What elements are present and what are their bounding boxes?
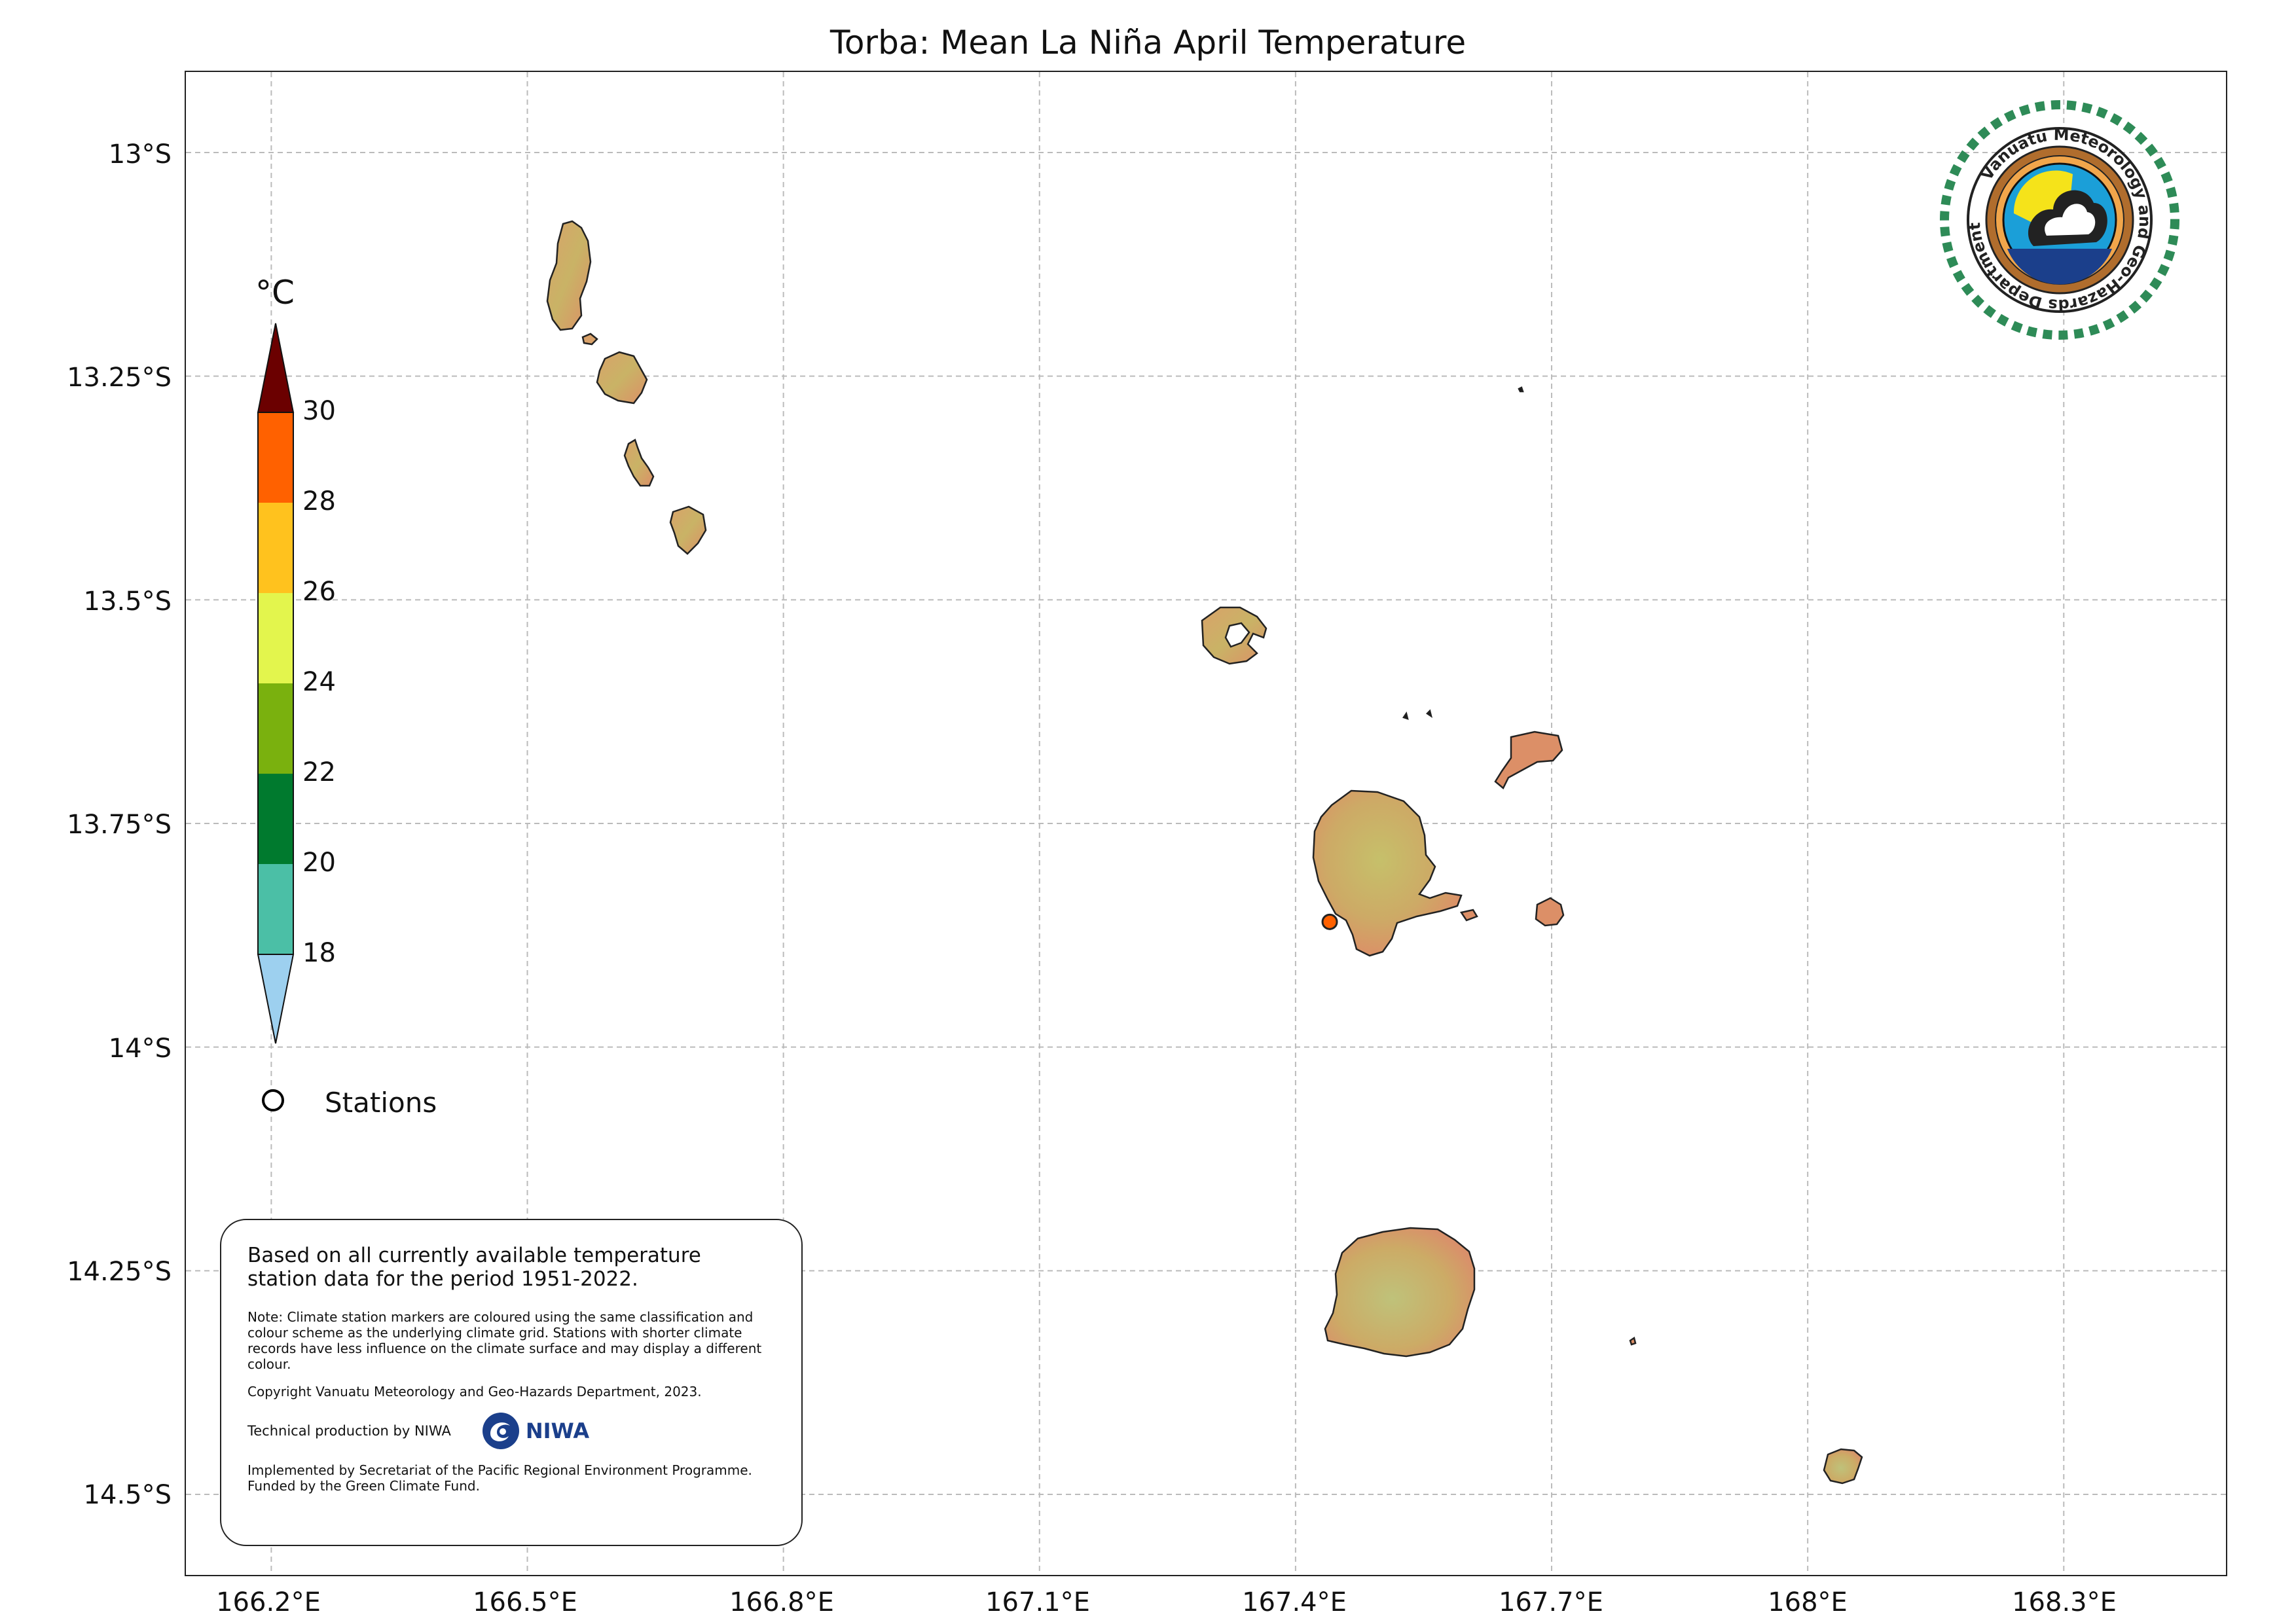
logo-water — [2007, 249, 2112, 285]
colorbar-tick-label: 22 — [302, 757, 336, 787]
map-frame[interactable]: Vanuatu Meteorology and Geo-Hazards Depa… — [185, 71, 2227, 1576]
vmgd-logo: Vanuatu Meteorology and Geo-Hazards Depa… — [1940, 100, 2179, 340]
x-tick-label: 166.2°E — [216, 1587, 321, 1617]
island-mota-lava-dot — [1629, 1336, 1637, 1346]
colorbar-bin — [258, 412, 293, 503]
ureparapara-bay — [1224, 622, 1250, 648]
island-reef-2 — [1402, 711, 1409, 720]
colorbar-tick-label: 28 — [302, 486, 336, 516]
colorbar-bin — [258, 593, 293, 683]
niwa-swirl-icon — [482, 1413, 519, 1449]
colorbar-extend-high — [257, 323, 295, 413]
island-loh — [623, 439, 655, 487]
info-copyright: Copyright Vanuatu Meteorology and Geo-Ha… — [247, 1384, 702, 1399]
island-reef-1 — [1518, 386, 1524, 393]
y-tick-label: 14.25°S — [67, 1257, 172, 1287]
island-merig — [1535, 897, 1565, 927]
map-canvas: Vanuatu Meteorology and Geo-Hazards Depa… — [186, 72, 2226, 1575]
colorbar-tick-label: 18 — [302, 938, 336, 968]
x-tick-label: 168.3°E — [2012, 1587, 2117, 1617]
y-tick-label: 13.75°S — [67, 810, 172, 840]
y-tick-label: 14.5°S — [83, 1480, 172, 1510]
info-note: Note: Climate station markers are colour… — [247, 1309, 762, 1372]
colorbar-outline — [257, 412, 294, 955]
colorbar-tick-label: 20 — [302, 848, 336, 878]
colorbar-tick-label: 26 — [302, 577, 336, 607]
y-tick-label: 13.5°S — [83, 586, 172, 617]
island-toga — [669, 505, 707, 555]
map-title: Torba: Mean La Niña April Temperature — [829, 24, 1467, 62]
colorbar — [257, 323, 295, 1044]
y-tick-label: 13.25°S — [67, 363, 172, 393]
x-tick-label: 167.7°E — [1499, 1587, 1603, 1617]
island-gaua-islet — [1459, 909, 1478, 922]
x-tick-label: 167.4°E — [1242, 1587, 1347, 1617]
colorbar-tick-label: 24 — [302, 667, 336, 697]
logo-cloud-highlight — [2045, 204, 2096, 236]
station-legend-marker — [262, 1089, 284, 1111]
island-merelava-north — [1494, 731, 1563, 789]
tech-production-label: Technical production by NIWA — [247, 1423, 451, 1439]
x-tick-label: 166.8°E — [729, 1587, 834, 1617]
niwa-logo-text: NIWA — [525, 1418, 590, 1443]
info-box: Based on all currently available tempera… — [220, 1219, 803, 1546]
station-markers — [1321, 913, 1338, 930]
x-tick-label: 168°E — [1768, 1587, 1848, 1617]
island-mota — [1823, 1448, 1863, 1485]
y-tick-label: 13°S — [108, 139, 172, 170]
logo-leaf-wreath — [1940, 100, 2179, 340]
colorbar-extend-low — [257, 954, 295, 1044]
station-legend-label: Stations — [325, 1087, 437, 1119]
niwa-logo: NIWA — [481, 1411, 589, 1451]
colorbar-tick-label: 30 — [302, 396, 336, 426]
island-reef-3 — [1426, 709, 1432, 718]
island-hiu — [546, 220, 592, 331]
x-tick-label: 167.1°E — [985, 1587, 1090, 1617]
y-tick-label: 14°S — [108, 1034, 172, 1064]
island-metoma — [581, 333, 598, 346]
colorbar-unit: °C — [255, 274, 295, 312]
tech-production-row: Technical production by NIWA NIWA — [247, 1411, 775, 1451]
x-tick-label: 166.5°E — [473, 1587, 577, 1617]
island-tegua — [596, 351, 648, 405]
station-marker — [1321, 913, 1338, 930]
colorbar-bin — [258, 683, 293, 774]
island-gaua — [1312, 789, 1463, 957]
info-main-text: Based on all currently available tempera… — [247, 1244, 701, 1291]
info-implemented: Implemented by Secretariat of the Pacifi… — [247, 1462, 752, 1494]
islands — [546, 220, 1863, 1485]
colorbar-bin — [258, 774, 293, 864]
colorbar-bin — [258, 864, 293, 954]
island-vanua-lava — [1324, 1227, 1476, 1358]
colorbar-bin — [258, 503, 293, 593]
